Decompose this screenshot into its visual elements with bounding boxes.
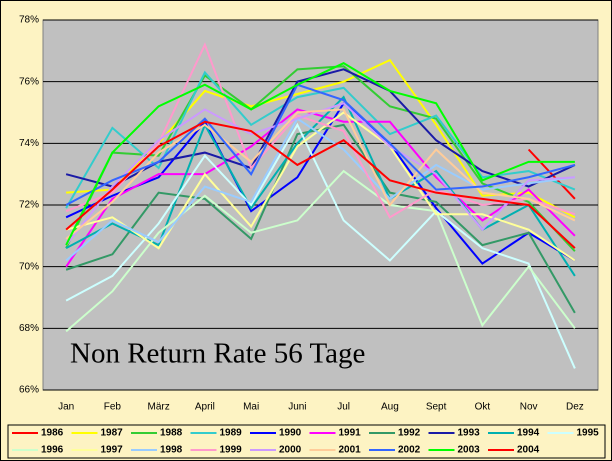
legend-label: 2001: [339, 445, 362, 456]
y-tick-label: 66%: [19, 385, 39, 396]
x-tick-label: Sept: [426, 402, 447, 413]
legend-label: 1999: [220, 445, 243, 456]
y-tick-label: 70%: [19, 261, 39, 272]
legend-box: [7, 424, 606, 459]
series-line: [65, 65, 576, 252]
x-tick-label: Aug: [381, 402, 399, 413]
legend-label: 1991: [339, 428, 362, 439]
legend-label: 1995: [577, 428, 600, 439]
x-tick-label: Mai: [243, 402, 259, 413]
series-line: [65, 108, 576, 240]
x-tick-label: Juni: [288, 402, 306, 413]
legend-label: 1986: [41, 428, 64, 439]
x-tick-label: Jul: [337, 402, 350, 413]
legend-label: 2000: [279, 445, 302, 456]
chart-title: Non Return Rate 56 Tage: [70, 338, 365, 370]
legend-label: 1987: [101, 428, 124, 439]
series-line: [527, 148, 576, 200]
legend-label: 1996: [41, 445, 64, 456]
legend-label: 1993: [458, 428, 481, 439]
legend-label: 1990: [279, 428, 302, 439]
series-line: [65, 120, 576, 249]
legend-label: 1994: [517, 428, 540, 439]
x-tick-label: Nov: [520, 402, 538, 413]
y-tick-label: 72%: [19, 200, 39, 211]
y-tick-label: 76%: [19, 76, 39, 87]
legend-label: 2004: [517, 445, 540, 456]
legend-label: 1998: [160, 445, 183, 456]
x-tick-label: Jan: [58, 402, 74, 413]
legend-label: 1997: [101, 445, 124, 456]
series-line: [65, 101, 576, 265]
x-tick-label: Feb: [104, 402, 122, 413]
x-tick-label: März: [148, 402, 170, 413]
series-line: [65, 83, 576, 206]
y-tick-label: 74%: [19, 138, 39, 149]
series-line: [65, 122, 576, 369]
x-tick-label: April: [195, 402, 215, 413]
series-line: [65, 111, 576, 262]
y-tick-label: 68%: [19, 323, 39, 334]
y-tick-label: 78%: [19, 15, 39, 26]
x-tick-label: Okt: [475, 402, 491, 413]
series-line: [65, 117, 576, 262]
legend-label: 2003: [458, 445, 481, 456]
legend-label: 1992: [398, 428, 421, 439]
legend-label: 2002: [398, 445, 421, 456]
x-tick-label: Dez: [566, 402, 584, 413]
legend-label: 1988: [160, 428, 183, 439]
legend-label: 1989: [220, 428, 243, 439]
series-line: [65, 108, 576, 268]
series-line: [65, 62, 575, 246]
series-line: [65, 42, 576, 219]
